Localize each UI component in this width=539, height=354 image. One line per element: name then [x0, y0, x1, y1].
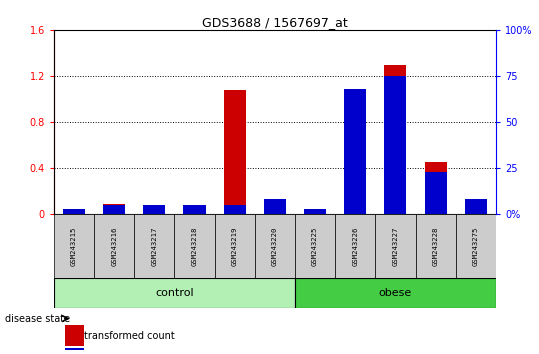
Bar [416, 214, 455, 278]
Bar [304, 212, 326, 214]
Text: GSM243227: GSM243227 [392, 226, 398, 266]
Bar [384, 76, 406, 214]
Bar [175, 214, 215, 278]
Text: GSM243216: GSM243216 [111, 226, 117, 266]
Bar [63, 212, 85, 214]
Bar [384, 64, 406, 214]
Bar [224, 90, 246, 214]
Bar [183, 210, 205, 214]
Text: GSM243217: GSM243217 [151, 226, 157, 266]
Text: GSM243218: GSM243218 [191, 226, 197, 266]
Text: GSM243226: GSM243226 [353, 226, 358, 266]
Bar [255, 214, 295, 278]
Bar [183, 205, 205, 214]
Bar [264, 199, 286, 214]
Text: GSM243225: GSM243225 [312, 226, 318, 266]
Text: control: control [155, 288, 194, 298]
Bar [425, 162, 447, 214]
Text: GSM243219: GSM243219 [232, 226, 238, 266]
Bar [94, 214, 134, 278]
Bar [103, 205, 125, 214]
Bar [103, 204, 125, 214]
Bar [54, 214, 94, 278]
Text: disease state: disease state [5, 314, 71, 324]
Bar [344, 99, 367, 214]
Bar [465, 202, 487, 214]
Bar [304, 209, 326, 214]
Bar [134, 214, 175, 278]
Bar [143, 211, 165, 214]
Bar [143, 205, 165, 214]
Bar [215, 214, 255, 278]
Bar [65, 325, 84, 346]
Bar [264, 205, 286, 214]
Bar [344, 89, 367, 214]
Bar [54, 278, 295, 308]
Title: GDS3688 / 1567697_at: GDS3688 / 1567697_at [202, 16, 348, 29]
Text: GSM243220: GSM243220 [272, 226, 278, 266]
Text: GSM243215: GSM243215 [71, 226, 77, 266]
Text: transformed count: transformed count [84, 331, 174, 341]
Text: GSM243228: GSM243228 [433, 226, 439, 266]
Text: obese: obese [379, 288, 412, 298]
Bar [65, 348, 84, 354]
Bar [425, 172, 447, 214]
Bar [375, 214, 416, 278]
Bar [465, 199, 487, 214]
Bar [224, 205, 246, 214]
Bar [335, 214, 375, 278]
Bar [63, 209, 85, 214]
Bar [295, 278, 496, 308]
Bar [295, 214, 335, 278]
Bar [455, 214, 496, 278]
Text: GSM243275: GSM243275 [473, 226, 479, 266]
